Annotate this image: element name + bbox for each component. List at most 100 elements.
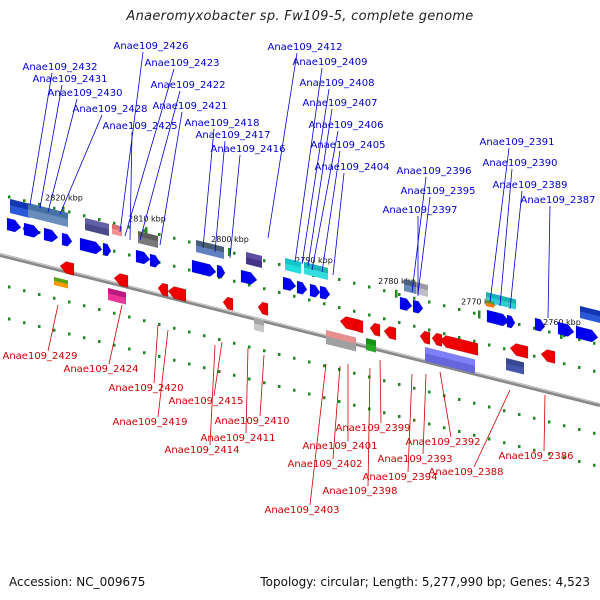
- feature-block-shade: [486, 300, 494, 305]
- forward-gene-arrow: [282, 276, 297, 292]
- tick-dot: [503, 441, 506, 445]
- top-gene-label: Anae109_2407: [303, 98, 378, 109]
- tick-dot: [128, 315, 131, 319]
- top-label-connector: [547, 205, 551, 319]
- forward-gene-arrow: [43, 227, 59, 243]
- tick-dot: [38, 325, 41, 328]
- tick-dot: [83, 214, 86, 218]
- top-gene-label: Anae109_2426: [114, 41, 189, 52]
- reverse-gene-arrow: [419, 330, 431, 345]
- top-gene-label: Anae109_2390: [483, 158, 558, 169]
- bottom-label-connector: [422, 373, 427, 455]
- tick-dot: [338, 278, 341, 281]
- scale-tick: [560, 331, 563, 339]
- tick-dot: [428, 390, 431, 394]
- feature-block-shade: [425, 347, 475, 366]
- tick-dot: [68, 210, 71, 214]
- tick-dot: [413, 418, 416, 422]
- tick-dot: [83, 304, 86, 308]
- scale-tick-label: 2780 kbp: [378, 277, 416, 286]
- forward-gene-arrow: [6, 217, 22, 233]
- tick-dot: [233, 251, 236, 255]
- reverse-gene-arrow: [257, 301, 269, 316]
- tick-dot: [143, 351, 146, 355]
- tick-dot: [428, 422, 431, 426]
- top-gene-label: Anae109_2417: [196, 130, 271, 141]
- scale-tick-label: 2810 kbp: [128, 214, 166, 223]
- tick-dot: [308, 298, 311, 302]
- reverse-gene-arrow: [59, 261, 75, 276]
- tick-dot: [158, 323, 161, 326]
- top-gene-label: Anae109_2431: [33, 74, 108, 85]
- bottom-label-connector: [47, 304, 59, 352]
- reverse-gene-arrow: [354, 319, 364, 334]
- top-gene-label: Anae109_2408: [300, 78, 375, 89]
- tick-dot: [248, 283, 251, 287]
- bottom-gene-label: Anae109_2419: [113, 417, 188, 428]
- bottom-label-connector: [439, 371, 452, 438]
- tick-dot: [563, 362, 566, 366]
- tick-dot: [353, 403, 356, 407]
- bottom-gene-label: Anae109_2399: [336, 423, 411, 434]
- tick-dot: [578, 428, 581, 431]
- bottom-gene-label: Anae109_2393: [378, 454, 453, 465]
- tick-dot: [473, 401, 476, 405]
- tick-dot: [368, 313, 371, 317]
- tick-dot: [473, 339, 476, 343]
- feature-block: [506, 358, 524, 375]
- feature-block-shade: [85, 218, 109, 230]
- tick-dot: [398, 321, 401, 324]
- tick-dot: [38, 293, 41, 296]
- tick-dot: [428, 300, 431, 304]
- tick-dot: [548, 420, 551, 424]
- tick-dot: [488, 343, 491, 347]
- reverse-gene-arrow: [540, 349, 556, 364]
- genome-backbone: [0, 253, 600, 407]
- bottom-label-connector: [309, 363, 327, 506]
- feature-block-shade: [108, 288, 126, 298]
- tick-dot: [548, 452, 551, 456]
- top-label-connector: [214, 140, 226, 253]
- feature-block-shade: [246, 252, 262, 262]
- tick-dot: [593, 463, 596, 467]
- bottom-gene-label: Anae109_2388: [429, 467, 504, 478]
- forward-gene-arrow: [319, 285, 331, 300]
- forward-gene-arrow: [61, 232, 73, 247]
- top-gene-label: Anae109_2418: [185, 118, 260, 129]
- top-gene-label: Anae109_2405: [311, 140, 386, 151]
- scale-tick: [478, 310, 481, 319]
- feature-block-shade: [326, 330, 356, 344]
- tick-dot: [578, 338, 581, 341]
- tick-dot: [413, 296, 416, 300]
- tick-dot: [158, 233, 161, 236]
- tick-dot: [38, 203, 41, 206]
- tick-dot: [338, 368, 341, 371]
- tick-dot: [98, 308, 101, 311]
- top-label-connector: [509, 190, 523, 310]
- tick-dot: [128, 225, 131, 229]
- forward-gene-arrow: [575, 325, 599, 343]
- bottom-gene-label: Anae109_2424: [64, 364, 139, 375]
- feature-block-shade: [254, 318, 264, 326]
- bottom-label-connector: [543, 394, 546, 452]
- tick-dot: [263, 349, 266, 353]
- top-label-connector: [124, 68, 175, 237]
- feature-block-shade: [506, 358, 524, 368]
- top-label-connector: [159, 111, 183, 246]
- top-gene-label: Anae109_2409: [293, 57, 368, 68]
- bottom-gene-label: Anae109_2415: [169, 396, 244, 407]
- tick-dot: [488, 437, 491, 441]
- feature-block-shade: [196, 240, 224, 253]
- forward-gene-arrow: [79, 237, 103, 255]
- genome-backbone-highlight: [0, 253, 600, 405]
- genome-title: Anaeromyxobacter sp. Fw109-5, complete g…: [126, 9, 474, 24]
- bottom-gene-label: Anae109_2420: [109, 383, 184, 394]
- tick-dot: [383, 317, 386, 321]
- top-label-connector: [294, 67, 323, 263]
- tick-dot: [443, 332, 446, 336]
- tick-dot: [413, 324, 416, 328]
- tick-dot: [158, 355, 161, 358]
- feature-block: [112, 224, 122, 237]
- tick-dot: [353, 309, 356, 313]
- tick-dot: [188, 240, 191, 244]
